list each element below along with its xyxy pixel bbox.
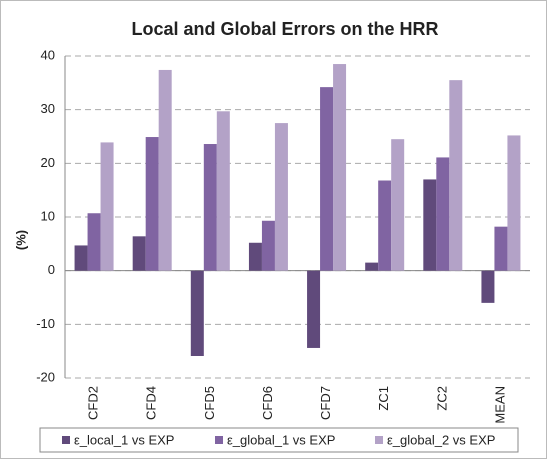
bar [216,111,230,271]
x-tick-label: CFD5 [202,386,217,420]
x-tick-label: ZC2 [434,386,449,411]
bar [365,262,379,271]
bar [423,179,437,271]
bar [158,69,172,271]
bar [190,270,204,356]
bar [333,64,347,271]
legend-box [39,427,519,453]
bar [145,137,159,271]
y-tick-label: 30 [41,101,55,116]
x-tick-label: MEAN [492,386,507,424]
x-tick-label: CFD2 [86,386,101,420]
x-tick-label: CFD7 [318,386,333,420]
bar [436,157,450,271]
legend-label: ε_local_1 vs EXP [74,432,174,447]
x-tick-label: ZC1 [376,386,391,411]
legend-label: ε_global_1 vs EXP [227,432,335,447]
y-tick-label: 0 [48,262,55,277]
x-tick-label: CFD6 [260,386,275,420]
legend-label: ε_global_2 vs EXP [387,432,495,447]
legend-swatch [215,436,223,444]
bar [203,144,217,271]
chart-title: Local and Global Errors on the HRR [131,19,438,39]
bar [87,213,101,271]
x-tick-label: CFD4 [144,386,159,420]
y-tick-label: 20 [41,155,55,170]
bar [74,245,88,271]
legend-swatch [375,436,383,444]
bar [274,123,288,271]
y-tick-label: -10 [36,316,55,331]
bar [378,180,392,271]
bar [494,226,508,271]
bar [132,236,146,271]
bar [507,135,521,271]
y-axis-label: (%) [13,230,28,250]
bar [320,87,334,271]
y-tick-label: 40 [41,47,55,62]
bar [307,270,321,348]
legend-swatch [62,436,70,444]
y-tick-label: 10 [41,208,55,223]
bar [261,220,275,271]
bar [100,142,114,271]
bar [449,80,463,271]
bar [248,242,262,271]
bar [481,270,495,303]
y-tick-label: -20 [36,369,55,384]
bar [391,139,405,271]
